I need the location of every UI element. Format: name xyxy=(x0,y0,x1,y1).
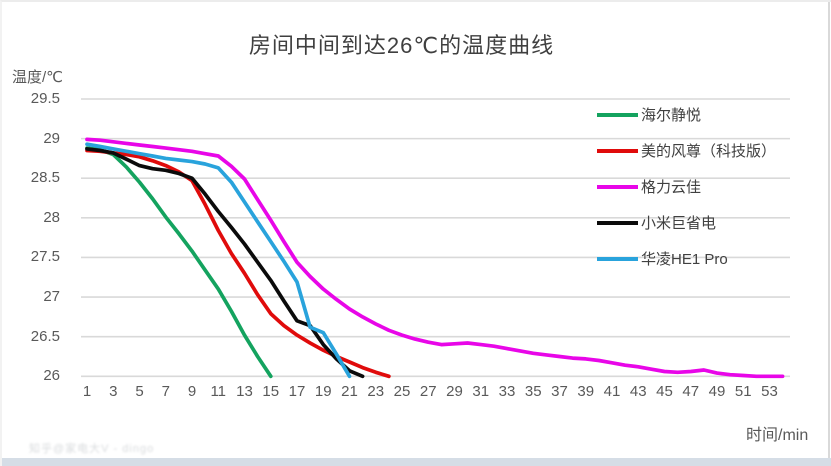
x-tick-label: 3 xyxy=(109,383,118,400)
y-tick-label: 29.5 xyxy=(30,90,60,107)
series-line xyxy=(85,147,365,379)
x-tick-label: 1 xyxy=(82,383,92,400)
right-border xyxy=(828,2,830,466)
x-tick-label: 11 xyxy=(210,383,227,400)
x-tick-label: 25 xyxy=(393,383,411,400)
y-tick-label: 26.5 xyxy=(30,327,60,345)
x-tick-label: 41 xyxy=(603,383,621,400)
x-tick-label: 37 xyxy=(551,383,568,400)
x-tick-label: 49 xyxy=(708,383,726,400)
x-tick-label: 53 xyxy=(761,383,778,400)
x-tick-label: 35 xyxy=(524,383,542,400)
chart-title: 房间中间到达26℃的温度曲线 xyxy=(248,33,555,58)
y-tick-label: 28.5 xyxy=(30,169,60,187)
x-tick-label: 39 xyxy=(577,383,595,400)
y-tick-label: 29 xyxy=(43,129,60,147)
x-tick-label: 19 xyxy=(314,383,332,400)
x-tick-label: 15 xyxy=(262,383,280,400)
bottom-strip xyxy=(2,458,831,466)
y-tick-label: 26 xyxy=(43,367,60,385)
series-line xyxy=(85,146,273,379)
x-tick-label: 5 xyxy=(135,383,144,400)
y-tick-label: 27 xyxy=(43,288,60,306)
x-tick-label: 29 xyxy=(446,383,463,400)
x-tick-label: 51 xyxy=(734,383,752,400)
x-tick-label: 21 xyxy=(341,383,358,400)
x-tick-label: 17 xyxy=(288,383,306,400)
watermark: 知乎@家电大V - dingo xyxy=(29,443,155,455)
x-tick-label: 43 xyxy=(629,383,647,400)
x-tick-label: 9 xyxy=(187,383,197,400)
y-axis-title: 温度/℃ xyxy=(12,69,64,86)
series-line xyxy=(85,142,352,379)
x-tick-label: 47 xyxy=(682,383,700,400)
x-tick-label: 33 xyxy=(498,383,516,400)
y-tick-label: 28 xyxy=(43,208,60,226)
y-tick-label: 27.5 xyxy=(30,248,60,266)
x-tick-label: 31 xyxy=(472,383,490,400)
x-tick-label: 27 xyxy=(419,383,437,400)
series-line xyxy=(85,148,391,379)
x-tick-label: 45 xyxy=(656,383,673,400)
x-tick-label: 23 xyxy=(367,383,385,400)
x-tick-label: 13 xyxy=(236,383,253,400)
x-tick-label: 7 xyxy=(161,383,170,400)
x-axis-title: 时间/min xyxy=(746,427,809,444)
series-line xyxy=(85,137,785,379)
